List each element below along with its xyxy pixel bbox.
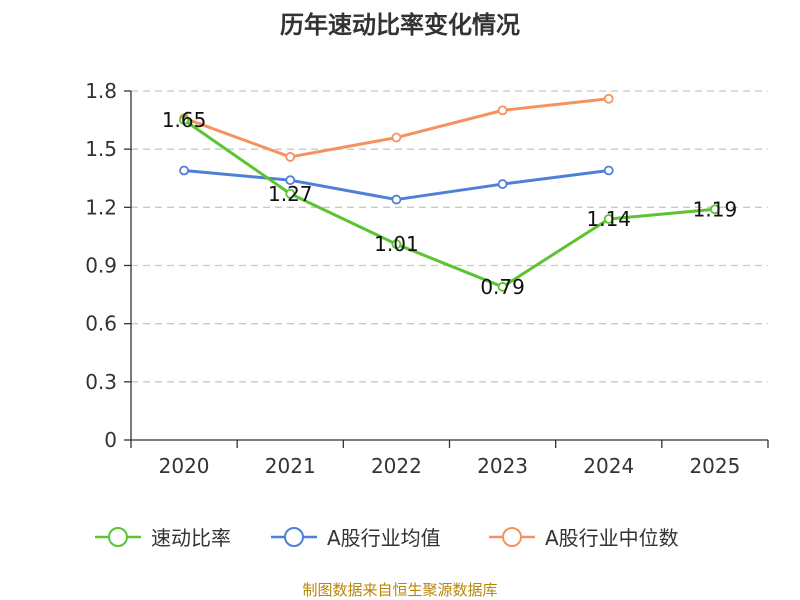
x-tick-label: 2025	[689, 454, 740, 478]
legend-item-1[interactable]: A股行业均值	[271, 526, 441, 550]
data-label: 1.01	[374, 232, 419, 256]
data-label: 0.79	[480, 275, 525, 299]
data-point[interactable]	[603, 214, 614, 224]
data-point[interactable]	[391, 194, 402, 205]
legend-label: 速动比率	[151, 526, 231, 550]
x-tick-label: 2023	[477, 454, 528, 478]
axes: 0 0.3 0.6 0.9 1.2 1.5 1.8 2020 2021 2022 2023 2024 2…	[85, 79, 769, 478]
data-label: 1.27	[268, 182, 313, 206]
y-tick-label: 0.3	[85, 370, 117, 394]
data-point[interactable]	[391, 132, 402, 143]
legend[interactable]: 速动比率 A股行业均值 A股行业中位数	[95, 526, 679, 550]
y-tick-label: 0	[104, 428, 117, 452]
data-labels: 1.65 1.27 1.01 0.79 1.14 1.19	[162, 108, 737, 299]
legend-swatch-marker	[502, 527, 522, 547]
y-tick-label: 1.5	[85, 137, 117, 161]
data-point[interactable]	[603, 165, 614, 176]
legend-swatch-marker	[108, 527, 128, 547]
data-point[interactable]	[285, 188, 296, 199]
data-label: 1.65	[162, 108, 207, 132]
legend-swatch-marker	[284, 527, 304, 547]
x-tick-label: 2024	[583, 454, 634, 478]
y-tick-label: 0.6	[85, 312, 117, 336]
legend-label: A股行业中位数	[545, 526, 679, 550]
series-line-2	[183, 97, 609, 159]
x-tick-label: 2020	[159, 454, 210, 478]
y-tick-label: 0.9	[85, 254, 117, 278]
legend-label: A股行业均值	[327, 526, 441, 550]
y-tick-label: 1.8	[85, 79, 117, 103]
data-point[interactable]	[179, 165, 189, 176]
chart-title: 历年速动比率变化情况	[280, 11, 520, 39]
series-line-0	[183, 118, 716, 289]
data-point[interactable]	[603, 93, 614, 104]
data-point[interactable]	[497, 281, 508, 292]
data-point[interactable]	[497, 179, 508, 189]
x-tick-label: 2021	[265, 454, 316, 478]
source-note: 制图数据来自恒生聚源数据库	[302, 581, 497, 599]
data-point[interactable]	[285, 152, 296, 162]
legend-item-2[interactable]: A股行业中位数	[489, 526, 679, 550]
grid	[131, 90, 768, 383]
data-point[interactable]	[285, 175, 296, 186]
data-point[interactable]	[179, 115, 189, 125]
legend-item-0[interactable]: 速动比率	[95, 526, 231, 550]
data-label: 1.19	[693, 197, 738, 221]
data-label: 1.14	[586, 207, 631, 231]
data-point[interactable]	[710, 204, 720, 215]
data-point[interactable]	[497, 105, 508, 116]
x-tick-label: 2022	[371, 454, 422, 478]
data-point[interactable]	[391, 239, 402, 250]
series-layer	[179, 93, 720, 292]
y-tick-label: 1.2	[85, 195, 117, 219]
